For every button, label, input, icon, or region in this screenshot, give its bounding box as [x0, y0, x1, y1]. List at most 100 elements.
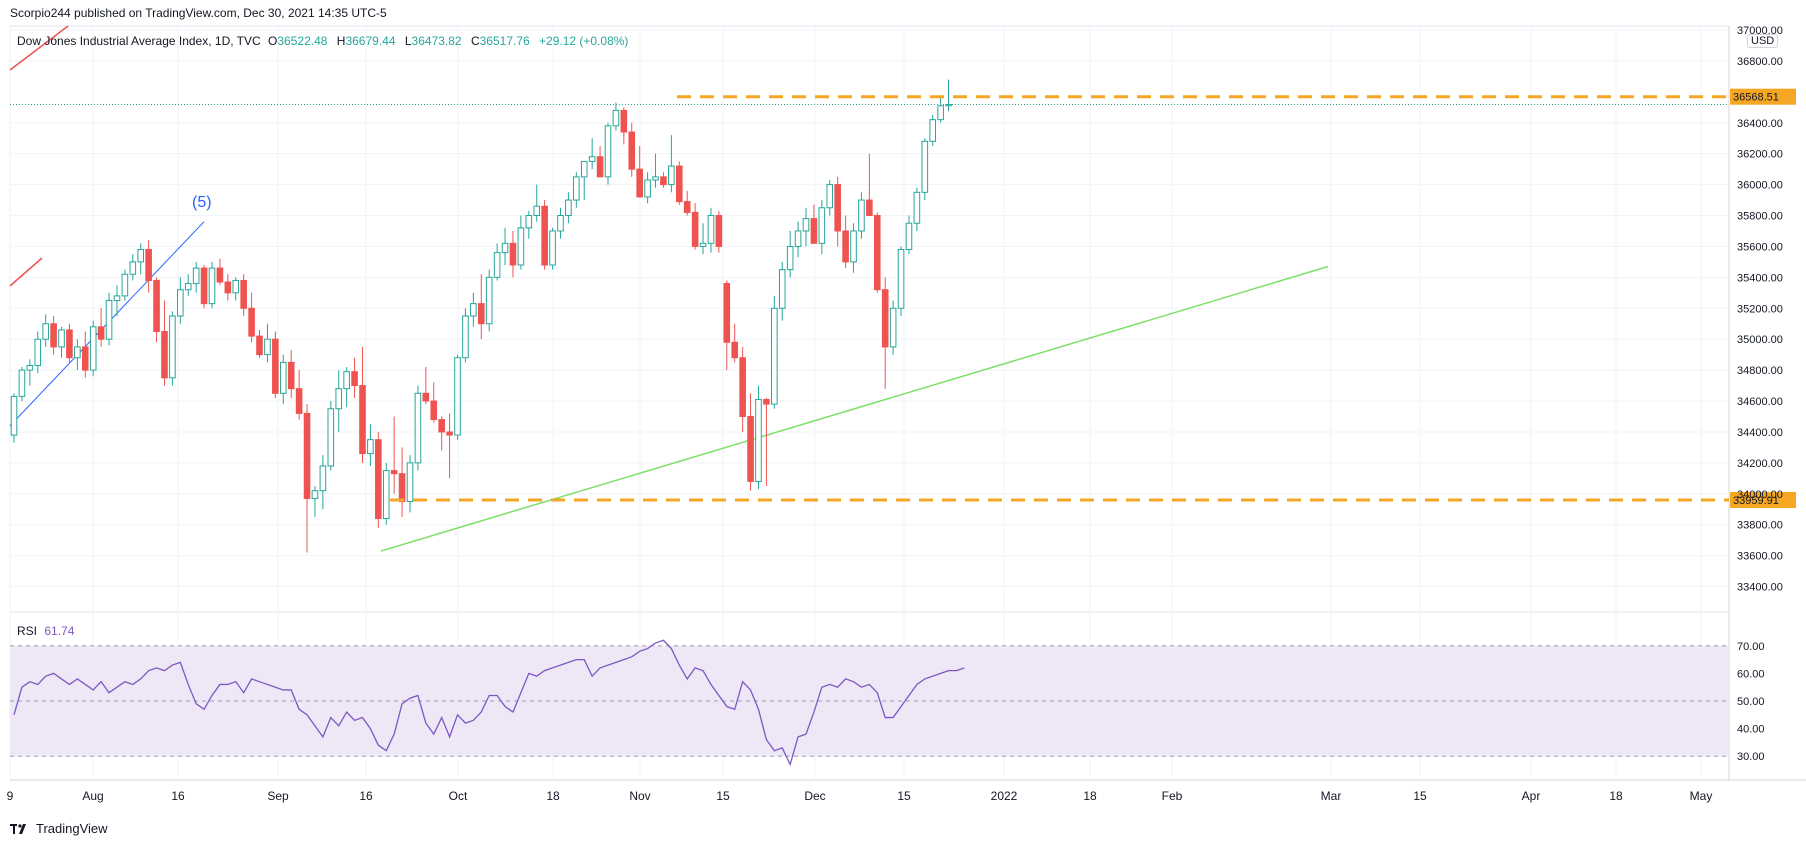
time-tick-label: Dec: [804, 789, 825, 803]
tradingview-logo-icon: [10, 823, 26, 834]
wave-5-label: (5): [192, 194, 212, 211]
candle-up: [533, 205, 541, 217]
candles: [10, 79, 952, 553]
candle-up: [937, 105, 944, 121]
candle-down: [240, 279, 247, 309]
candle-down: [161, 330, 168, 379]
time-tick-label: 15: [897, 789, 911, 803]
price-tick-label: 36800.00: [1737, 56, 1783, 68]
candle-up: [454, 357, 461, 436]
candle-up: [10, 395, 18, 436]
currency-badge[interactable]: USD: [1747, 34, 1779, 48]
time-tick-label: 16: [171, 789, 185, 803]
price-tick-label: 34400.00: [1737, 427, 1783, 439]
symbol-legend: Dow Jones Industrial Average Index, 1D, …: [17, 34, 634, 48]
candle-up: [319, 465, 327, 492]
candle-down: [446, 431, 453, 436]
candle-up: [137, 249, 145, 263]
time-tick-label: Oct: [449, 789, 468, 803]
rsi-tick-label: 40.00: [1737, 724, 1765, 736]
level-lines: 36568.51 33959.91: [10, 88, 1796, 508]
price-tick-label: 33600.00: [1737, 551, 1783, 563]
time-tick-label: 15: [1413, 789, 1427, 803]
candle-down: [224, 281, 232, 294]
candle-up: [42, 323, 49, 340]
candle-down: [747, 415, 754, 482]
support-price-tag: [1730, 491, 1796, 508]
candle-down: [287, 361, 295, 390]
candle-up: [232, 279, 240, 294]
candle-down: [351, 371, 358, 387]
rsi-series-line: [13, 639, 965, 767]
candle-down: [842, 230, 849, 263]
candle-up: [929, 119, 937, 142]
candle-down: [422, 392, 430, 402]
candle-down: [200, 267, 208, 305]
candle-down: [723, 283, 731, 343]
time-tick-label: Apr: [1522, 789, 1541, 803]
symbol-name: Dow Jones Industrial Average Index, 1D, …: [17, 34, 261, 48]
candle-up: [311, 490, 319, 499]
candle-down: [81, 346, 89, 371]
candle-up: [470, 303, 477, 317]
time-tick-label: 18: [546, 789, 560, 803]
candle-up: [493, 252, 501, 278]
open-label: O: [268, 34, 278, 48]
price-tick-label: 34200.00: [1737, 458, 1783, 470]
candle-down: [541, 205, 548, 266]
candle-up: [818, 207, 826, 244]
candle-up: [612, 109, 620, 127]
rsi-legend: RSI 61.74: [17, 624, 74, 638]
candle-down: [866, 199, 873, 217]
candle-down: [675, 165, 683, 203]
rsi-value: 61.74: [44, 624, 75, 638]
candle-up: [414, 392, 422, 464]
tradingview-footer[interactable]: TradingView: [10, 821, 108, 836]
time-tick-label: Sep: [267, 789, 289, 803]
candle-down: [145, 249, 152, 281]
candle-up: [517, 227, 525, 266]
resistance-price-tag: [1730, 88, 1796, 105]
candle-up: [921, 140, 929, 193]
candle-down: [691, 211, 699, 247]
time-tick-label: Mar: [1321, 789, 1342, 803]
candle-up: [905, 222, 913, 251]
rsi-axis: 70.00 60.00 50.00 40.00 30.00: [1737, 641, 1765, 763]
low-label: L: [404, 34, 412, 48]
price-tick-label: 34600.00: [1737, 396, 1783, 408]
time-tick-label: Nov: [629, 789, 650, 803]
time-tick-label: 16: [359, 789, 373, 803]
candle-up: [897, 249, 905, 309]
candle-down: [50, 323, 57, 348]
candle-down: [834, 184, 841, 232]
candle-down: [477, 303, 485, 325]
close-label: C: [470, 34, 480, 48]
candle-up: [192, 267, 200, 285]
candle-down: [398, 473, 406, 503]
candle-up: [113, 295, 121, 302]
time-tick-label: 18: [1609, 789, 1623, 803]
price-tick-label: 34800.00: [1737, 365, 1783, 377]
candle-up: [557, 215, 564, 232]
candle-down: [881, 289, 889, 348]
price-tick-label: 35400.00: [1737, 272, 1783, 284]
candle-down: [430, 400, 438, 421]
candle-down: [248, 307, 255, 337]
candle-up: [129, 261, 137, 275]
time-tick-label: 18: [1083, 789, 1097, 803]
time-axis: 9 Aug 16 Sep 16 Oct 18 Nov 15 Dec 15 2022 18 Feb Mar 15…: [7, 789, 1713, 803]
candle-up: [485, 276, 493, 325]
candle-up: [826, 184, 834, 209]
candle-down: [216, 267, 224, 283]
candle-up: [525, 215, 533, 229]
candle-up: [588, 156, 596, 162]
candle-down: [375, 439, 382, 520]
resistance-price-label: 36568.51: [1733, 92, 1779, 104]
candle-up: [580, 160, 588, 178]
rsi-tick-label: 70.00: [1737, 641, 1765, 653]
candle-down: [303, 412, 311, 499]
price-tick-label: 36000.00: [1737, 180, 1783, 192]
candle-down: [636, 168, 643, 198]
candle-up: [406, 462, 414, 503]
